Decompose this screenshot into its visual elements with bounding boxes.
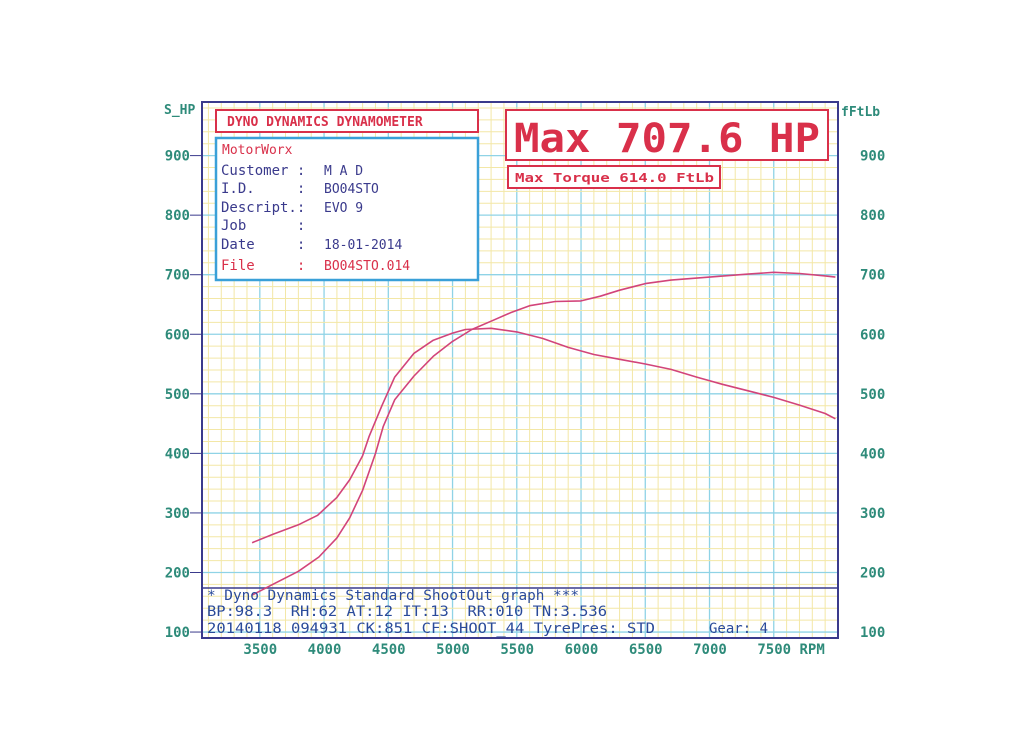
info-box <box>214 136 480 282</box>
max-hp-box <box>505 109 829 161</box>
file-value: BO04STO.014 <box>324 259 410 274</box>
y-right-tick-label: 400 <box>860 446 885 462</box>
y-left-tick-label: 500 <box>165 387 190 403</box>
y-right-tick-label: 500 <box>860 387 885 403</box>
y-right-tick-label: 700 <box>860 268 885 284</box>
job-label: Job : <box>221 218 305 234</box>
y-right-tick-label: 600 <box>860 327 885 343</box>
y-right-tick-label: 300 <box>860 506 885 522</box>
y-left-tick-label: 100 <box>165 625 190 641</box>
id-label: I.D. : <box>221 181 305 197</box>
footer-line-2: BP:98.3 RH:62 AT:12 IT:13 RR:010 TN:3.53… <box>207 604 607 620</box>
x-tick-label: 4000 <box>308 642 342 658</box>
footer-line-3: 20140118 094931 CK:851 CF:SHOOT_44 TyreP… <box>207 621 655 637</box>
id-value: BO04STO <box>324 182 379 197</box>
x-tick-label: 6500 <box>629 642 663 658</box>
y-left-tick-label: 900 <box>165 149 190 165</box>
x-tick-label: 5000 <box>436 642 470 658</box>
left-axis-title: S_HP <box>164 103 195 118</box>
max-torque-box <box>507 165 721 189</box>
customer-label: Customer : <box>221 163 305 179</box>
header-title: DYNO DYNAMICS DYNAMOMETER <box>227 115 423 130</box>
y-left-tick-label: 400 <box>165 446 190 462</box>
max-torque-value: Max Torque 614.0 FtLb <box>515 171 714 185</box>
x-tick-label: 7000 <box>693 642 727 658</box>
x-tick-label: 6000 <box>565 642 599 658</box>
descript-value: EVO 9 <box>324 201 363 216</box>
y-left-tick-label: 700 <box>165 268 190 284</box>
y-axis-left-ticks: 100 200 300 400 500 600 700 800 900 <box>165 149 202 641</box>
footer-line-1: * Dyno Dynamics Standard ShootOut graph … <box>207 588 579 604</box>
power-curve <box>251 271 836 596</box>
descript-label: Descript.: <box>221 200 305 216</box>
plot-frame <box>201 101 839 639</box>
file-label: File : <box>221 258 305 274</box>
x-axis-ticks: 3500 4000 4500 5000 5500 6000 6500 7000 7500 RPM <box>243 642 824 658</box>
x-tick-label: 5500 <box>500 642 534 658</box>
y-left-tick-label: 800 <box>165 208 190 224</box>
y-right-tick-label: 100 <box>860 625 885 641</box>
y-right-tick-label: 800 <box>860 208 885 224</box>
date-label: Date : <box>221 237 305 253</box>
right-axis-title: fFtLb <box>841 105 880 120</box>
footer-gear: Gear: 4 <box>709 621 768 637</box>
y-axis-right-ticks: 100 200 300 400 500 600 700 800 900 <box>860 149 885 641</box>
y-left-tick-label: 300 <box>165 506 190 522</box>
chart-curves <box>251 271 836 596</box>
x-tick-label: 3500 <box>243 642 277 658</box>
header-title-box <box>215 109 479 133</box>
x-tick-label: 4500 <box>372 642 406 658</box>
shop-name: MotorWorx <box>222 143 293 158</box>
y-right-tick-label: 200 <box>860 565 885 581</box>
y-right-tick-label: 900 <box>860 149 885 165</box>
max-hp-value: Max 707.6 HP <box>514 116 820 162</box>
x-tick-label: 7500 RPM <box>757 642 824 658</box>
y-left-tick-label: 600 <box>165 327 190 343</box>
y-left-tick-label: 200 <box>165 565 190 581</box>
torque-curve <box>251 327 836 544</box>
date-value: 18-01-2014 <box>324 238 402 253</box>
customer-value: M A D <box>324 164 363 179</box>
